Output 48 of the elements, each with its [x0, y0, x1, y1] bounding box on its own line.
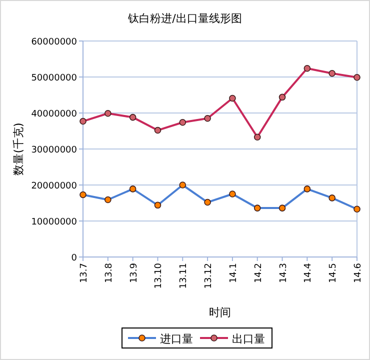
legend-label: 进口量 — [160, 332, 193, 346]
y-tick-label: 60000000 — [31, 38, 78, 48]
point — [354, 74, 360, 81]
point — [80, 191, 86, 198]
point — [304, 64, 311, 72]
point — [80, 118, 86, 125]
x-tick-label: 14.4 — [304, 262, 314, 284]
point — [129, 114, 136, 121]
x-tick-label: 14.5 — [328, 263, 339, 284]
chart-title: 钛白粉进/出口量线形图 — [127, 12, 242, 25]
point — [304, 186, 311, 192]
x-tick-label: 14.1 — [228, 263, 239, 284]
y-tick-label: 40000000 — [31, 110, 78, 120]
x-tick-label: 14.6 — [354, 262, 364, 284]
point — [104, 110, 112, 117]
point — [204, 198, 211, 206]
point — [104, 196, 112, 204]
legend-label: 出口量 — [232, 332, 265, 346]
x-axis-title: 时间 — [209, 306, 231, 319]
y-axis-title: 数量(千克) — [12, 122, 25, 176]
y-tick-label: 50000000 — [31, 74, 78, 84]
x-tick-label: 13.10 — [154, 262, 164, 289]
point — [278, 94, 286, 101]
point — [154, 202, 162, 209]
point — [129, 186, 136, 192]
y-tick-label: 10000000 — [31, 218, 78, 228]
x-tick-label: 13.8 — [104, 262, 114, 284]
x-tick-label: 13.7 — [80, 263, 90, 284]
point — [328, 194, 336, 202]
point — [254, 204, 261, 212]
x-tick-label: 13.11 — [179, 263, 190, 289]
point — [278, 204, 286, 212]
x-tick-label: 14.3 — [278, 263, 289, 284]
point — [179, 118, 186, 126]
point — [204, 115, 211, 122]
point — [154, 126, 162, 134]
point — [229, 190, 236, 198]
x-tick-label: 13.9 — [129, 262, 140, 284]
y-tick-label: 30000000 — [31, 146, 78, 156]
x-tick-label: 13.12 — [204, 263, 214, 289]
x-tick-label: 14.2 — [254, 263, 264, 284]
point — [254, 134, 261, 141]
point — [229, 94, 236, 102]
point — [354, 206, 360, 213]
y-tick-label: 0 — [71, 254, 78, 264]
y-tick-label: 20000000 — [31, 182, 78, 192]
point — [328, 70, 336, 77]
point — [179, 182, 186, 188]
